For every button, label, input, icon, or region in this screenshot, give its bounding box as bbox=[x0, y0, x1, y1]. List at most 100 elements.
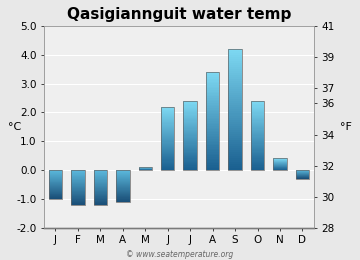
Bar bbox=[94, 200, 107, 201]
Bar bbox=[184, 135, 197, 136]
Bar bbox=[49, 176, 62, 177]
Bar bbox=[206, 165, 219, 167]
Bar bbox=[251, 164, 264, 165]
Bar bbox=[161, 124, 175, 125]
Bar bbox=[116, 181, 130, 182]
Bar bbox=[161, 144, 175, 145]
Bar bbox=[161, 168, 175, 169]
Bar bbox=[206, 92, 219, 93]
Bar bbox=[116, 184, 130, 185]
Bar bbox=[206, 155, 219, 157]
Bar bbox=[206, 164, 219, 165]
Bar bbox=[228, 51, 242, 53]
Bar bbox=[49, 171, 62, 172]
Bar bbox=[184, 127, 197, 128]
Bar bbox=[228, 59, 242, 61]
Bar bbox=[251, 105, 264, 107]
Bar bbox=[206, 82, 219, 83]
Bar bbox=[184, 154, 197, 155]
Bar bbox=[228, 109, 242, 112]
Bar bbox=[184, 120, 197, 122]
Bar bbox=[94, 181, 107, 182]
Bar bbox=[251, 154, 264, 155]
Bar bbox=[206, 77, 219, 79]
Bar bbox=[206, 116, 219, 118]
Bar bbox=[251, 109, 264, 110]
Bar bbox=[206, 96, 219, 98]
Bar bbox=[206, 118, 219, 119]
Bar bbox=[251, 138, 264, 139]
Bar bbox=[228, 156, 242, 158]
Bar bbox=[116, 175, 130, 176]
Bar bbox=[228, 146, 242, 148]
Bar bbox=[71, 173, 85, 174]
Bar bbox=[49, 189, 62, 190]
Bar bbox=[206, 144, 219, 146]
Bar bbox=[161, 134, 175, 135]
Bar bbox=[206, 85, 219, 87]
Bar bbox=[184, 119, 197, 120]
Bar bbox=[251, 160, 264, 161]
Bar bbox=[94, 201, 107, 202]
Bar bbox=[161, 126, 175, 127]
Bar bbox=[71, 183, 85, 184]
Bar bbox=[184, 142, 197, 144]
Bar bbox=[206, 121, 219, 123]
Bar bbox=[71, 196, 85, 197]
Bar bbox=[206, 131, 219, 132]
Bar bbox=[161, 152, 175, 153]
Bar bbox=[71, 191, 85, 192]
Bar bbox=[94, 175, 107, 176]
Bar bbox=[184, 168, 197, 169]
Bar bbox=[206, 93, 219, 95]
Bar bbox=[116, 194, 130, 195]
Bar bbox=[71, 170, 85, 171]
Bar bbox=[206, 106, 219, 108]
Bar bbox=[161, 108, 175, 109]
Bar bbox=[184, 138, 197, 139]
Bar bbox=[228, 65, 242, 67]
Bar bbox=[206, 149, 219, 150]
Bar bbox=[184, 112, 197, 114]
Bar bbox=[251, 104, 264, 105]
Bar bbox=[161, 165, 175, 166]
Bar bbox=[161, 156, 175, 157]
Bar bbox=[184, 114, 197, 115]
Bar bbox=[71, 172, 85, 173]
Bar bbox=[161, 113, 175, 114]
Bar bbox=[49, 172, 62, 173]
Bar bbox=[228, 120, 242, 122]
Bar bbox=[49, 182, 62, 183]
Title: Qasigiannguit water temp: Qasigiannguit water temp bbox=[67, 7, 291, 22]
Bar bbox=[71, 184, 85, 185]
Bar bbox=[251, 145, 264, 146]
Bar bbox=[228, 61, 242, 63]
Bar bbox=[228, 166, 242, 168]
Bar bbox=[184, 162, 197, 163]
Bar bbox=[184, 136, 197, 138]
Bar bbox=[228, 107, 242, 109]
Bar bbox=[94, 192, 107, 193]
Bar bbox=[228, 142, 242, 144]
Bar bbox=[184, 139, 197, 140]
Bar bbox=[251, 101, 264, 170]
Bar bbox=[161, 114, 175, 115]
Bar bbox=[94, 173, 107, 174]
Bar bbox=[161, 128, 175, 129]
Bar bbox=[228, 49, 242, 170]
Bar bbox=[116, 188, 130, 189]
Bar bbox=[116, 190, 130, 191]
Bar bbox=[184, 149, 197, 150]
Bar bbox=[184, 161, 197, 162]
Bar bbox=[184, 108, 197, 109]
Bar bbox=[206, 152, 219, 154]
Bar bbox=[228, 57, 242, 59]
Bar bbox=[251, 141, 264, 142]
Bar bbox=[94, 170, 107, 205]
Bar bbox=[228, 105, 242, 107]
Bar bbox=[206, 103, 219, 105]
Bar bbox=[116, 186, 130, 187]
Bar bbox=[116, 179, 130, 180]
Bar bbox=[251, 135, 264, 136]
Bar bbox=[228, 75, 242, 77]
